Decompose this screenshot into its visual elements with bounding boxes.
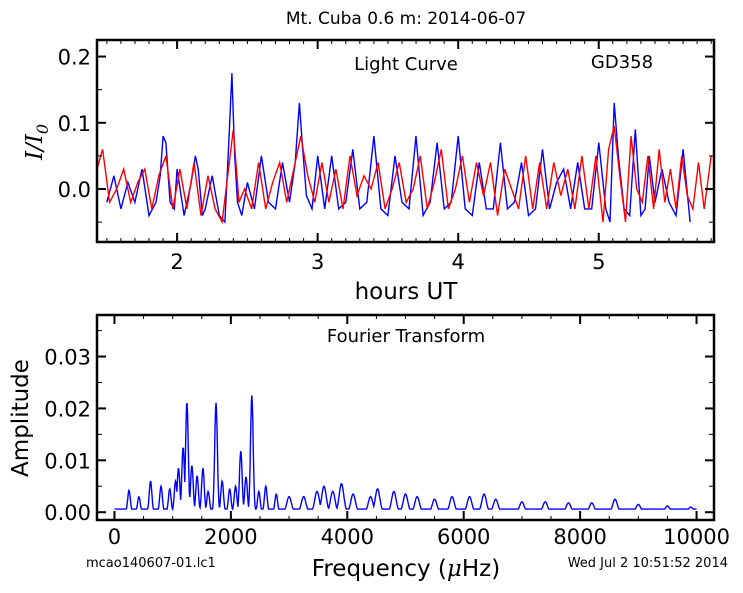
lightcurve-x-tick-label: 2 xyxy=(170,250,183,274)
footer-filename: mcao140607-01.lc1 xyxy=(86,556,216,571)
lightcurve-y-tick-label: 0.1 xyxy=(58,112,91,136)
lightcurve-ticks: 2 3 4 5 0.0 0.1 0.2 xyxy=(58,40,714,274)
fourier-frame xyxy=(95,313,716,522)
fourier-ticks: 0 2000 4000 6000 8000 10000 0.00 0.01 0.02 0.03 xyxy=(44,315,730,549)
lightcurve-series-observed xyxy=(106,73,691,224)
lightcurve-x-tick-label: 4 xyxy=(452,250,465,274)
lightcurve-x-tick-label: 5 xyxy=(592,250,605,274)
fourier-x-tick-label: 10000 xyxy=(663,525,730,549)
star-name-label: GD358 xyxy=(591,52,653,73)
fourier-x-tick-label: 8000 xyxy=(553,525,606,549)
fourier-series-group xyxy=(114,395,697,512)
fourier-x-axis-label: Frequency (μHz) xyxy=(312,556,500,582)
lightcurve-series-model xyxy=(96,125,712,225)
fourier-y-tick-label: 0.01 xyxy=(44,449,91,473)
lightcurve-x-tick-label: 3 xyxy=(311,250,324,274)
lightcurve-annotation: Light Curve xyxy=(354,54,458,75)
lightcurve-y-tick-label: 0.0 xyxy=(58,178,91,202)
fourier-y-tick-label: 0.02 xyxy=(44,397,91,421)
footer-timestamp: Wed Jul 2 10:51:52 2014 xyxy=(568,556,728,571)
lightcurve-x-axis-label: hours UT xyxy=(355,279,459,305)
fourier-annotation: Fourier Transform xyxy=(327,326,485,347)
lightcurve-panel: 2 3 4 5 0.0 0.1 0.2 Light Curve GD358 hours UT… xyxy=(22,38,716,305)
fourier-y-tick-label: 0.03 xyxy=(44,346,91,370)
lightcurve-y-axis-label: I/I0 xyxy=(22,124,52,161)
lightcurve-frame xyxy=(95,38,716,244)
fourier-x-tick-label: 2000 xyxy=(204,525,257,549)
fourier-y-tick-label: 0.00 xyxy=(44,501,91,525)
fourier-series xyxy=(114,395,697,512)
fourier-x-tick-label: 6000 xyxy=(437,525,490,549)
fourier-y-axis-label: Amplitude xyxy=(8,359,34,477)
lightcurve-series-group xyxy=(96,73,712,225)
figure-title: Mt. Cuba 0.6 m: 2014-06-07 xyxy=(286,9,526,29)
fourier-x-tick-label: 4000 xyxy=(321,525,374,549)
lightcurve-y-tick-label: 0.2 xyxy=(58,46,91,70)
fourier-x-tick-label: 0 xyxy=(108,525,121,549)
fourier-panel: 0 2000 4000 6000 8000 10000 0.00 0.01 0.02 0.03 F… xyxy=(8,313,730,582)
